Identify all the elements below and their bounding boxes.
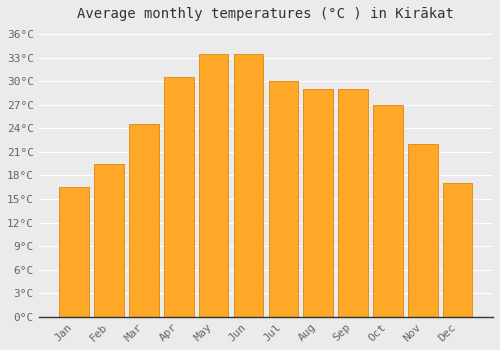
Bar: [60, 187, 89, 317]
Title: Average monthly temperatures (°C ) in Kirākat: Average monthly temperatures (°C ) in Ki…: [78, 7, 454, 21]
Bar: [304, 89, 333, 317]
Bar: [268, 81, 298, 317]
Bar: [338, 89, 368, 317]
Bar: [129, 125, 159, 317]
Bar: [408, 144, 438, 317]
Bar: [234, 54, 264, 317]
Bar: [94, 164, 124, 317]
Bar: [373, 105, 402, 317]
Bar: [199, 54, 228, 317]
Bar: [164, 77, 194, 317]
Bar: [443, 183, 472, 317]
